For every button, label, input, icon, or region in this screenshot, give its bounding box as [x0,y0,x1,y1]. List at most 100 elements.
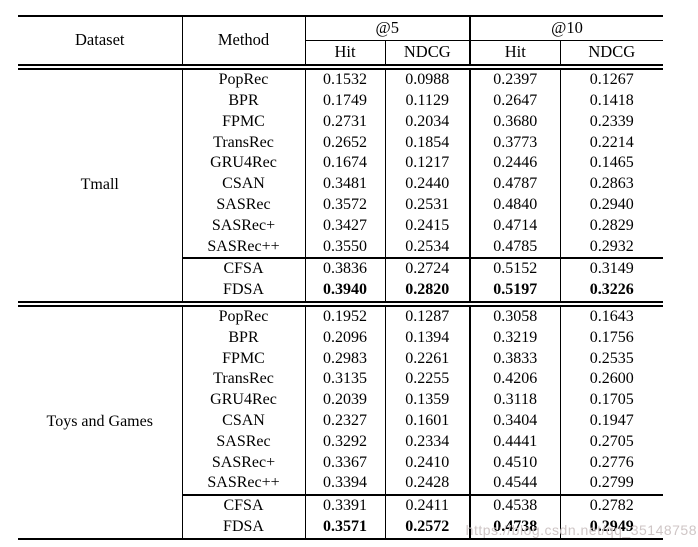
table-row: SASRec++ 0.3550 0.2534 0.4785 0.2932 [18,236,663,259]
metric-value: 0.3940 [305,279,386,304]
metric-value: 0.1359 [385,389,472,411]
metric-value: 0.1532 [305,67,386,91]
table-row: FPMC 0.2983 0.2261 0.3833 0.2535 [18,348,663,370]
metric-value: 0.4544 [470,473,561,495]
metric-value: 0.2600 [589,370,634,388]
table-row: SASRec+ 0.3367 0.2410 0.4510 0.2776 [18,452,663,474]
metric-value: 0.3394 [305,473,386,495]
metric-value: 0.2705 [589,432,634,450]
metric-value: 0.2397 [470,67,561,91]
metric-value: 0.5152 [470,257,561,280]
metric-value: 0.5197 [470,279,561,304]
header-hit-at10: Hit [470,40,561,67]
metric-value: 0.4206 [470,369,561,390]
metric-value: 0.1749 [305,90,386,112]
metric-value: 0.2096 [305,327,386,349]
metric-value: 0.2411 [385,493,472,517]
metric-value: 0.2428 [385,473,472,495]
metric-value: 0.3149 [560,257,664,280]
metric-value: 0.1418 [589,92,634,109]
metric-value: 0.2724 [385,257,472,280]
metric-value: 0.2863 [589,175,634,193]
metric-value: 0.3833 [470,348,561,370]
header-method: Method [182,15,306,67]
method-label: SASRec++ [182,236,306,259]
metric-value: 0.4785 [470,236,561,259]
metric-value: 0.4787 [470,173,561,195]
method-label: BPR [182,327,306,349]
method-label: FDSA [182,516,306,539]
dataset-block: Tmall PopRec 0.1532 0.0988 0.2397 0.1267 BPR 0.… [18,67,664,304]
metric-value: 0.3680 [470,111,561,133]
metric-value: 0.2652 [305,132,386,154]
metric-value: 0.2647 [470,90,561,112]
table-row: SASRec 0.3572 0.2531 0.4840 0.2940 [18,194,663,216]
metric-value: 0.2034 [385,111,472,133]
method-label: TransRec [182,369,306,390]
table-row: SASRec++ 0.3394 0.2428 0.4544 0.2799 [18,473,663,495]
table-row: SASRec 0.3292 0.2334 0.4441 0.2705 [18,431,663,453]
method-label: SASRec [182,431,306,453]
metric-value: 0.4441 [470,431,561,453]
metric-value: 0.2440 [385,173,472,195]
metric-value: 0.3118 [470,389,561,411]
metric-value: 0.4538 [470,493,561,517]
metric-value: 0.1854 [385,132,472,154]
method-label: PopRec [182,67,306,91]
metric-value: 0.2820 [385,279,472,304]
method-label: SASRec [182,194,306,216]
table-row: CSAN 0.2327 0.1601 0.3404 0.1947 [18,410,663,432]
dataset-block: Toys and Games PopRec 0.1952 0.1287 0.3058 0.… [18,303,664,539]
metric-value: 0.1756 [589,328,634,346]
metric-value: 0.4840 [470,194,561,216]
header-at5: @5 [305,15,472,41]
metric-value: 0.1465 [589,154,634,172]
table-row: SASRec+ 0.3427 0.2415 0.4714 0.2829 [18,215,663,237]
metric-value: 0.2572 [385,516,472,539]
method-label: BPR [182,90,306,112]
metric-value: 0.2339 [589,112,634,130]
metric-value: 0.2255 [385,369,472,390]
method-label: CSAN [182,410,306,432]
method-label: CFSA [182,257,306,280]
table-row: FPMC 0.2731 0.2034 0.3680 0.2339 [18,111,663,133]
metric-value: 0.2446 [470,153,561,174]
metric-value: 0.3550 [305,236,386,259]
metric-value: 0.2261 [385,348,472,370]
metric-value: 0.2782 [560,493,664,517]
method-label: CSAN [182,173,306,195]
metric-value: 0.1217 [385,153,472,174]
header-hit-at5: Hit [305,40,386,67]
metric-value: 0.3367 [305,452,386,474]
metric-value: 0.1705 [589,391,634,409]
watermark-url: https://blog.csdn.net/qq_35148758 [465,522,697,538]
metric-value: 0.4738 [470,516,561,539]
metric-value: 0.2776 [589,453,634,471]
method-label: FPMC [182,348,306,370]
metric-value: 0.3836 [305,257,386,280]
metric-value: 0.2932 [589,237,634,255]
header-at10: @10 [470,15,664,41]
table-row: GRU4Rec 0.1674 0.1217 0.2446 0.1465 [18,153,663,174]
metric-value: 0.3572 [305,194,386,216]
table-row: BPR 0.1749 0.1129 0.2647 0.1418 [18,90,663,112]
metric-value: 0.3404 [470,410,561,432]
metric-value: 0.4510 [470,452,561,474]
metric-value: 0.0988 [385,67,472,91]
metric-value: 0.4714 [470,215,561,237]
metric-value: 0.2940 [589,195,634,213]
metric-value: 0.1601 [385,410,472,432]
table-row: CSAN 0.3481 0.2440 0.4787 0.2863 [18,173,663,195]
metric-value: 0.1129 [385,90,472,112]
table-row: TransRec 0.2652 0.1854 0.3773 0.2214 [18,132,663,154]
table-row: CFSA 0.3391 0.2411 0.4538 0.2782 [18,493,664,517]
metric-value: 0.2829 [589,216,634,234]
metric-value: 0.2983 [305,348,386,370]
method-label: FDSA [182,279,306,304]
table-row: FDSA 0.3940 0.2820 0.5197 0.3226 [18,279,663,304]
dataset-label: Tmall [18,67,183,304]
method-label: GRU4Rec [182,153,306,174]
metric-value: 0.2214 [589,133,634,151]
method-label: TransRec [182,132,306,154]
metric-value: 0.2949 [589,517,634,535]
